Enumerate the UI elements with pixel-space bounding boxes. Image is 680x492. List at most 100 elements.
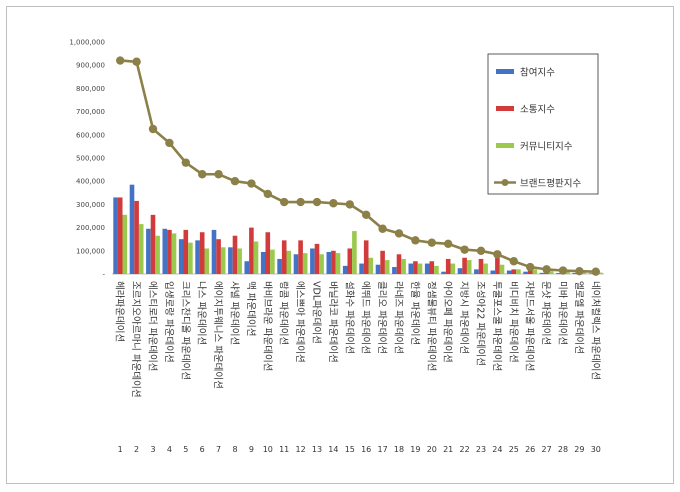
legend-swatch-소통지수	[496, 106, 514, 111]
bar-커뮤니티지수	[565, 271, 570, 274]
y-tick-label: 300,000	[76, 201, 105, 209]
category-label: 에스티로더 파운데이션	[147, 281, 158, 371]
bar-참여지수	[342, 265, 348, 274]
bar-소통지수	[445, 258, 451, 274]
bar-소통지수	[495, 257, 500, 274]
bar-소통지수	[167, 229, 172, 274]
bar-소통지수	[134, 200, 139, 274]
category-label: 조성아22 파운데이션	[475, 281, 486, 366]
point-브랜드평판지수	[362, 210, 371, 220]
category-label: 투쿨포스쿨 파운데이션	[491, 281, 502, 371]
category-label: 입생로랑 파운데이션	[163, 281, 175, 363]
bar-참여지수	[506, 270, 512, 274]
bar-소통지수	[363, 240, 369, 274]
rank-label: 24	[492, 445, 502, 454]
point-브랜드평판지수	[230, 177, 240, 186]
point-브랜드평판지수	[329, 199, 338, 208]
bar-참여지수	[277, 258, 282, 274]
category-label: 에스쁘아 파운데이션	[294, 281, 305, 363]
rank-label: 26	[525, 445, 535, 454]
legend-swatch-커뮤니티지수	[496, 143, 514, 148]
point-브랜드평판지수	[378, 224, 387, 233]
point-브랜드평판지수	[247, 179, 256, 188]
bar-참여지수	[572, 273, 578, 274]
rank-label: 21	[443, 445, 453, 454]
rank-label: 28	[558, 445, 568, 454]
bar-참여지수	[113, 197, 118, 274]
rank-label: 23	[476, 445, 486, 454]
category-label: 랑콤 파운데이션	[278, 281, 290, 345]
rank-label: 15	[345, 445, 355, 454]
rank-label: 10	[263, 445, 273, 454]
y-tick-label: 700,000	[76, 108, 105, 116]
category-label: 크리스찬디올 파운데이션	[179, 281, 190, 380]
bar-참여지수	[129, 184, 135, 274]
bar-참여지수	[359, 263, 364, 274]
bar-소통지수	[478, 258, 484, 274]
bar-커뮤니티지수	[270, 249, 275, 274]
bar-소통지수	[265, 232, 271, 274]
rank-label: 30	[591, 445, 601, 454]
rank-label: 17	[378, 445, 388, 454]
category-label: 나스 파운데이션	[196, 281, 207, 345]
y-tick-label: 900,000	[76, 62, 105, 70]
point-브랜드평판지수	[312, 197, 322, 207]
category-label: 비디비치 파운데이션	[507, 281, 519, 363]
bar-커뮤니티지수	[384, 260, 390, 274]
bar-커뮤니티지수	[302, 253, 308, 274]
category-label: 미바 파운데이션	[557, 281, 568, 345]
bar-참여지수	[195, 240, 200, 274]
point-브랜드평판지수	[116, 56, 125, 65]
bar-커뮤니티지수	[434, 265, 439, 274]
point-브랜드평판지수	[132, 57, 141, 66]
bar-커뮤니티지수	[286, 250, 292, 274]
rank-label: 12	[296, 445, 306, 454]
rank-label: 27	[542, 445, 552, 454]
bar-소통지수	[396, 254, 402, 274]
rank-label: 25	[509, 445, 519, 454]
rank-label: 11	[279, 445, 289, 454]
category-label: 아이오페 파운데이션	[442, 281, 453, 363]
legend-label: 브랜드평판지수	[520, 179, 581, 190]
bar-참여지수	[228, 247, 233, 274]
bar-커뮤니티지수	[237, 248, 242, 274]
bar-참여지수	[178, 239, 184, 274]
y-tick-label: 600,000	[76, 131, 105, 139]
bar-소통지수	[249, 227, 254, 274]
bar-참여지수	[375, 264, 381, 274]
bar-참여지수	[588, 273, 594, 274]
rank-label: 19	[410, 445, 420, 454]
point-브랜드평판지수	[165, 138, 174, 148]
point-브랜드평판지수	[148, 124, 158, 134]
legend-swatch-참여지수	[496, 69, 514, 74]
category-label: 클리오 파운데이션	[376, 281, 387, 354]
bar-참여지수	[162, 228, 168, 274]
category-label: 샤넬 파운데이션	[229, 281, 241, 345]
bar-소통지수	[462, 257, 467, 274]
rank-label: 13	[312, 445, 322, 454]
bar-커뮤니티지수	[155, 235, 160, 274]
bar-커뮤니티지수	[532, 269, 538, 274]
bar-소통지수	[216, 239, 221, 274]
category-label: 지방시 파운데이션	[458, 281, 469, 354]
bar-커뮤니티지수	[122, 214, 128, 274]
bar-소통지수	[183, 229, 189, 274]
point-브랜드평판지수	[280, 197, 289, 207]
category-label: 정샘물뷰티 파운데이션	[425, 281, 436, 371]
category-label: 네이처컬렉스 파운데이션	[589, 281, 601, 380]
bar-커뮤니티지수	[368, 257, 374, 274]
bar-커뮤니티지수	[417, 263, 423, 274]
bar-참여지수	[556, 273, 561, 274]
bar-참여지수	[539, 272, 545, 274]
rank-label: 20	[427, 445, 437, 454]
point-브랜드평판지수	[345, 200, 354, 209]
bar-소통지수	[347, 248, 353, 274]
point-브랜드평판지수	[198, 170, 207, 179]
point-브랜드평판지수	[526, 262, 535, 272]
legend-label: 소통지수	[520, 105, 555, 116]
category-label: 라네즈 파운데이션	[393, 281, 404, 354]
bar-참여지수	[424, 263, 430, 274]
point-브랜드평판지수	[394, 229, 404, 238]
legend-label: 커뮤니티지수	[520, 142, 573, 153]
point-브랜드평판지수	[493, 250, 502, 259]
